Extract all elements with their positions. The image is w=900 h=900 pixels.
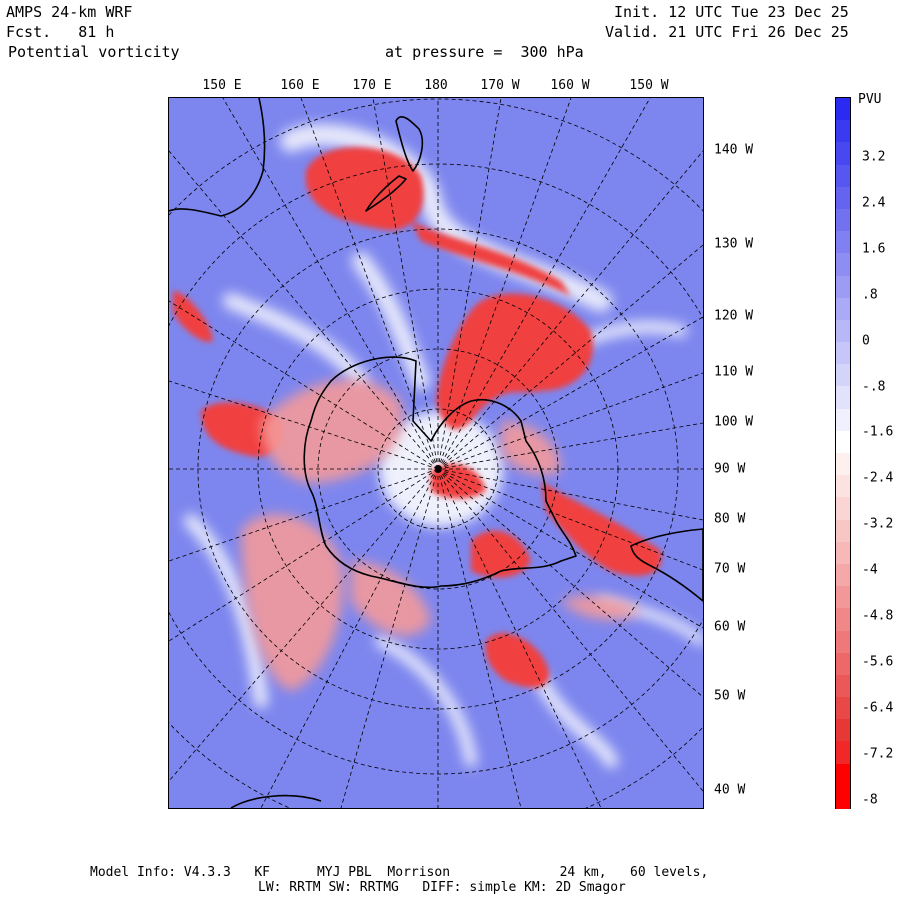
lon-label-160w: 160 W [550, 78, 590, 93]
coastlines [169, 98, 703, 808]
lon-label-50w: 50 W [714, 688, 746, 704]
antarctica-coast [303, 356, 577, 589]
colorbar-label: -8 [862, 792, 878, 808]
colorbar-segment [836, 630, 850, 654]
colorbar-segment [836, 319, 850, 343]
colorbar-label: -2.4 [862, 470, 894, 486]
lon-label-60w: 60 W [714, 619, 746, 635]
colorbar-label: -4 [862, 562, 878, 578]
colorbar-label: -5.6 [862, 654, 894, 670]
colorbar-segment [836, 120, 850, 143]
colorbar-segment [836, 719, 850, 742]
lon-label-170e: 170 E [352, 78, 392, 93]
colorbar-label: 2.4 [862, 195, 886, 211]
lon-label-90w: 90 W [714, 461, 746, 477]
australia-coast [169, 98, 266, 217]
africa-coast [230, 794, 322, 808]
colorbar-segment [836, 453, 850, 476]
lon-label-100w: 100 W [714, 414, 754, 430]
lon-label-150e: 150 E [202, 78, 242, 93]
field-name: Potential vorticity [8, 43, 180, 61]
lon-label-40w: 40 W [714, 782, 746, 798]
colorbar-segment [836, 563, 850, 587]
colorbar-segment [836, 430, 850, 454]
colorbar-label: 1.6 [862, 241, 886, 257]
colorbar-segment [836, 98, 850, 121]
lon-label-70w: 70 W [714, 561, 746, 577]
colorbar-segment [836, 364, 850, 387]
lon-label-120w: 120 W [714, 308, 754, 324]
pv-map [168, 97, 704, 809]
colorbar-label: -4.8 [862, 608, 894, 624]
colorbar-label: -.8 [862, 379, 886, 394]
lon-label-160e: 160 E [280, 78, 320, 93]
colorbar-segment [836, 164, 850, 188]
model-title: AMPS 24-km WRF [6, 3, 133, 21]
init-time: Init. 12 UTC Tue 23 Dec 25 [614, 3, 849, 21]
colorbar-segment [836, 763, 850, 787]
lon-label-130w: 130 W [714, 236, 754, 252]
colorbar-segment [836, 475, 850, 498]
model-info-line2: LW: RRTM SW: RRTMG DIFF: simple KM: 2D S… [258, 880, 626, 895]
colorbar [835, 97, 851, 809]
colorbar-segment [836, 497, 850, 521]
colorbar-label: .8 [862, 287, 878, 303]
colorbar-segment [836, 186, 850, 210]
colorbar-segment [836, 541, 850, 565]
new-zealand-south [365, 175, 407, 212]
colorbar-segment [836, 297, 850, 321]
colorbar-label: -7.2 [862, 746, 894, 762]
colorbar-segment [836, 275, 850, 299]
colorbar-segment [836, 231, 850, 254]
colorbar-segment [836, 142, 850, 166]
colorbar-segment [836, 386, 850, 410]
colorbar-segment [836, 674, 850, 698]
pv-red-anomalies [173, 147, 662, 688]
lon-label-80w: 80 W [714, 511, 746, 527]
colorbar-segment [836, 785, 850, 809]
colorbar-segment [836, 652, 850, 676]
colorbar-label: -6.4 [862, 700, 894, 716]
colorbar-segment [836, 519, 850, 543]
lon-label-110w: 110 W [714, 364, 754, 380]
lon-label-180: 180 [424, 78, 448, 93]
south-america-coast [630, 528, 703, 602]
lon-label-150w: 150 W [629, 78, 669, 93]
colorbar-segment [836, 741, 850, 765]
colorbar-label: 3.2 [862, 149, 886, 165]
colorbar-segment [836, 342, 850, 365]
model-info-line1: Model Info: V4.3.3 KF MYJ PBL Morrison 2… [90, 865, 709, 880]
lon-label-140w: 140 W [714, 142, 754, 158]
colorbar-segment [836, 208, 850, 232]
lon-label-170w: 170 W [480, 78, 520, 93]
colorbar-segment [836, 408, 850, 432]
colorbar-label: 0 [862, 333, 870, 349]
new-zealand-north [395, 116, 424, 172]
pressure-level: at pressure = 300 hPa [385, 43, 584, 61]
colorbar-label: -3.2 [862, 516, 894, 532]
colorbar-label: -1.6 [862, 424, 894, 440]
colorbar-segment [836, 253, 850, 276]
valid-time: Valid. 21 UTC Fri 26 Dec 25 [605, 23, 849, 41]
colorbar-segment [836, 697, 850, 720]
forecast-hour: Fcst. 81 h [6, 23, 115, 41]
colorbar-segment [836, 608, 850, 631]
colorbar-segment [836, 586, 850, 609]
colorbar-title: PVU [858, 92, 882, 107]
